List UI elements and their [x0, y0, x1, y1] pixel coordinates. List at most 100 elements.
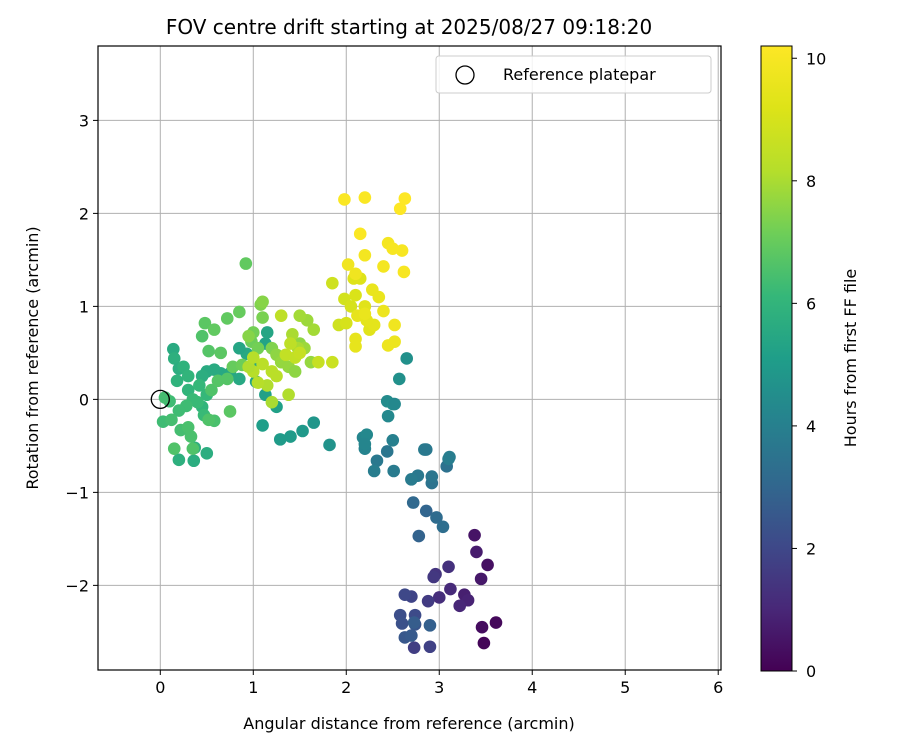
colorbar-tick-label: 4 — [806, 417, 816, 436]
data-point — [406, 496, 420, 509]
data-point — [436, 520, 450, 534]
data-point — [167, 442, 181, 455]
chart-title: FOV centre drift starting at 2025/08/27 … — [166, 15, 652, 39]
data-point — [338, 193, 351, 206]
data-point — [202, 413, 215, 427]
data-point — [474, 572, 488, 586]
data-point — [344, 300, 358, 313]
x-tick-label: 1 — [248, 678, 258, 697]
data-point — [239, 257, 253, 270]
data-point — [349, 340, 362, 353]
reference-marker — [150, 389, 170, 410]
data-point — [423, 640, 437, 654]
data-point — [296, 424, 309, 438]
colorbar-tick-label: 0 — [806, 662, 816, 681]
data-point — [381, 409, 395, 423]
data-point — [326, 276, 339, 290]
data-point — [432, 591, 446, 604]
data-point — [256, 419, 269, 432]
grid — [98, 46, 721, 670]
data-point — [419, 504, 433, 518]
data-point — [172, 453, 186, 467]
data-point — [170, 374, 184, 388]
data-point — [430, 511, 443, 524]
data-point — [200, 447, 214, 460]
data-point — [323, 438, 336, 452]
data-point — [233, 305, 246, 319]
data-point — [358, 248, 372, 262]
data-point — [358, 307, 372, 321]
data-point — [477, 636, 491, 650]
data-point — [388, 335, 401, 349]
data-point — [167, 352, 181, 365]
x-tick-label: 2 — [341, 678, 351, 697]
data-point — [202, 344, 215, 358]
data-point — [349, 288, 362, 302]
data-point — [353, 227, 367, 241]
data-point — [205, 383, 218, 397]
data-point — [423, 619, 437, 632]
data-point — [265, 395, 279, 409]
x-tick-label: 6 — [713, 678, 723, 697]
data-point — [293, 346, 307, 360]
data-point — [288, 365, 302, 378]
legend-box — [435, 55, 712, 94]
data-point — [284, 337, 297, 350]
data-point — [442, 452, 455, 466]
y-tick-label: −2 — [65, 576, 89, 595]
data-point — [377, 260, 390, 273]
x-tick-label: 3 — [434, 678, 444, 697]
data-point — [481, 558, 494, 572]
data-point — [256, 295, 269, 309]
reference-platepar-point — [150, 389, 170, 410]
data-point — [256, 311, 269, 324]
x-tick-label: 5 — [620, 678, 630, 697]
data-point — [393, 202, 407, 216]
y-tick-label: 3 — [79, 111, 89, 130]
y-tick-label: 2 — [79, 204, 89, 223]
colorbar-ticks: 0 2 4 6 8 10 — [792, 49, 826, 681]
colorbar-tick-label: 10 — [806, 49, 826, 68]
data-point — [489, 616, 503, 629]
scatter-points — [156, 191, 503, 654]
data-point — [220, 372, 234, 386]
data-point — [181, 383, 195, 397]
data-point — [193, 379, 206, 392]
data-point — [377, 304, 390, 318]
data-point — [256, 357, 269, 371]
colorbar-tick-label: 6 — [806, 294, 816, 313]
data-point — [358, 437, 372, 451]
data-point — [246, 351, 260, 364]
data-point — [187, 454, 201, 468]
data-point — [380, 445, 394, 458]
data-point — [177, 360, 190, 374]
y-axis-label: Rotation from reference (arcmin) — [23, 226, 42, 489]
data-point — [442, 560, 455, 574]
data-point — [273, 433, 287, 446]
colorbar-label: Hours from first FF file — [841, 269, 860, 448]
data-point — [395, 244, 409, 257]
data-point — [251, 341, 265, 355]
colorbar-frame — [760, 45, 793, 672]
data-point — [242, 360, 255, 374]
legend-label: Reference platepar — [503, 65, 656, 84]
data-point — [260, 326, 274, 339]
y-tick-label: 1 — [79, 297, 89, 316]
data-point — [339, 316, 353, 330]
data-point — [398, 588, 412, 601]
data-point — [398, 192, 412, 205]
data-point — [358, 191, 372, 204]
data-point — [282, 388, 295, 402]
x-axis-label: Angular distance from reference (arcmin) — [243, 714, 574, 733]
data-point — [387, 464, 400, 478]
data-point — [293, 309, 307, 322]
data-point — [251, 376, 265, 389]
data-point — [421, 594, 435, 608]
data-point — [181, 369, 195, 383]
colorbar-tick-label: 8 — [806, 172, 816, 191]
data-point — [475, 620, 489, 634]
data-point — [392, 372, 406, 386]
data-point — [233, 372, 246, 386]
data-point — [307, 416, 321, 429]
